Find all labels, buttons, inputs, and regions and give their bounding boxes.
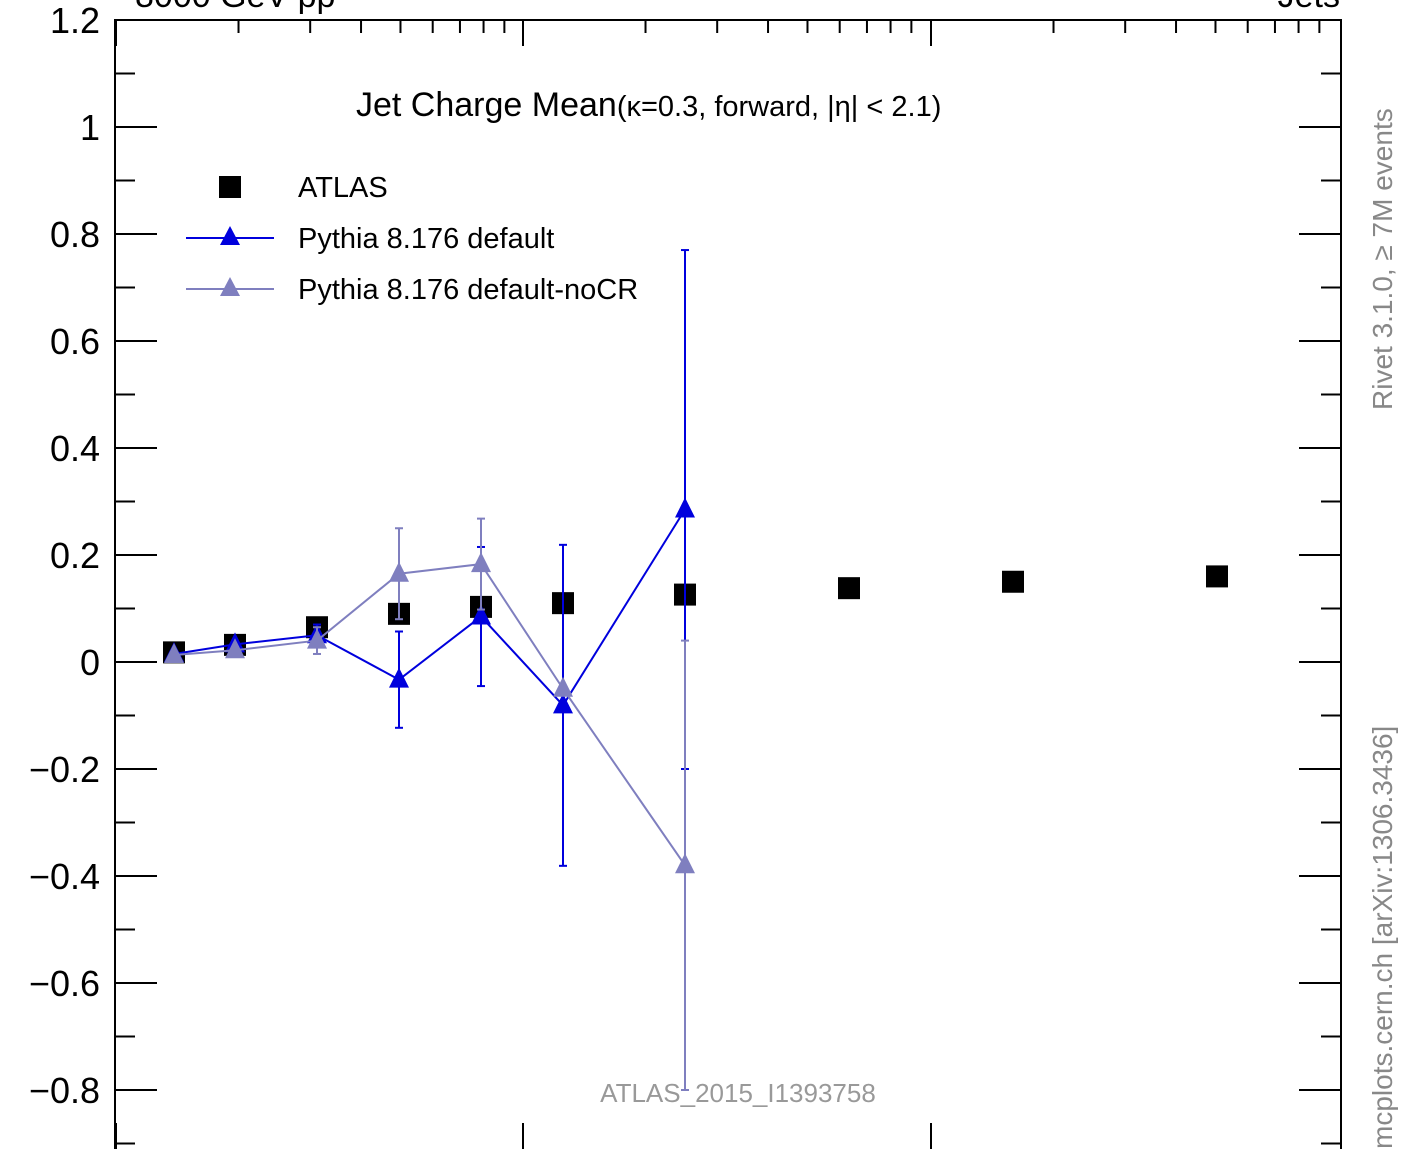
chart-title-main: Jet Charge Mean bbox=[356, 86, 617, 124]
chart-title: Jet Charge Mean(κ=0.3, forward, |η| < 2.… bbox=[356, 86, 941, 124]
y-tick-label: 1 bbox=[80, 107, 100, 148]
data-point bbox=[553, 676, 573, 697]
data-point bbox=[164, 643, 184, 664]
header-process-label: Jets bbox=[1278, 0, 1340, 15]
y-tick-label: 0.8 bbox=[50, 214, 100, 255]
legend: ATLAS Pythia 8.176 default Pythia 8.176 … bbox=[186, 172, 638, 306]
series-layer bbox=[163, 249, 1228, 1091]
data-point bbox=[838, 577, 860, 600]
data-point bbox=[553, 693, 573, 714]
y-axis: 1.2 1 0.8 0.6 0.4 0.2 0 −0.2 −0.4 −0.6 −0.8 bbox=[29, 0, 1341, 1145]
legend-marker-atlas bbox=[219, 176, 241, 198]
y-tick-label: 0.2 bbox=[50, 535, 100, 576]
legend-label-nocr: Pythia 8.176 default-noCR bbox=[298, 274, 638, 306]
data-point bbox=[1002, 570, 1024, 593]
data-point bbox=[471, 604, 491, 625]
side-label-mcplots: mcplots.cern.ch [arXiv:1306.3436] bbox=[1367, 726, 1398, 1149]
y-tick-label: 1.2 bbox=[50, 0, 100, 41]
data-point bbox=[675, 853, 695, 874]
series-1 bbox=[164, 249, 695, 867]
y-tick-label: −0.2 bbox=[29, 749, 100, 790]
y-tick-label: 0.4 bbox=[50, 428, 100, 469]
chart-title-detail: (κ=0.3, forward, |η| < 2.1) bbox=[617, 91, 942, 123]
x-axis-ticks bbox=[115, 20, 1321, 1149]
plot-frame bbox=[114, 19, 1342, 1149]
series-2 bbox=[164, 517, 695, 1091]
data-point bbox=[389, 667, 409, 688]
data-point bbox=[675, 497, 695, 518]
legend-label-atlas: ATLAS bbox=[298, 172, 388, 204]
series-line bbox=[173, 563, 686, 866]
side-label-rivet: Rivet 3.1.0, ≥ 7M events bbox=[1367, 108, 1398, 410]
legend-label-default: Pythia 8.176 default bbox=[298, 223, 554, 255]
series-line bbox=[173, 508, 686, 707]
legend-marker-default bbox=[220, 226, 240, 245]
data-point bbox=[389, 561, 409, 582]
data-point bbox=[471, 552, 491, 573]
analysis-label: ATLAS_2015_I1393758 bbox=[600, 1078, 876, 1108]
y-tick-label: 0 bbox=[80, 642, 100, 683]
data-point bbox=[1206, 565, 1228, 588]
y-tick-label: −0.4 bbox=[29, 856, 100, 897]
data-point bbox=[225, 638, 245, 659]
legend-marker-nocr bbox=[220, 277, 240, 296]
y-tick-label: −0.8 bbox=[29, 1070, 100, 1111]
data-point bbox=[307, 628, 327, 649]
y-tick-label: 0.6 bbox=[50, 321, 100, 362]
y-tick-label: −0.6 bbox=[29, 963, 100, 1004]
header-energy-label: 8000 GeV pp bbox=[135, 0, 335, 15]
series-0 bbox=[163, 565, 1228, 664]
